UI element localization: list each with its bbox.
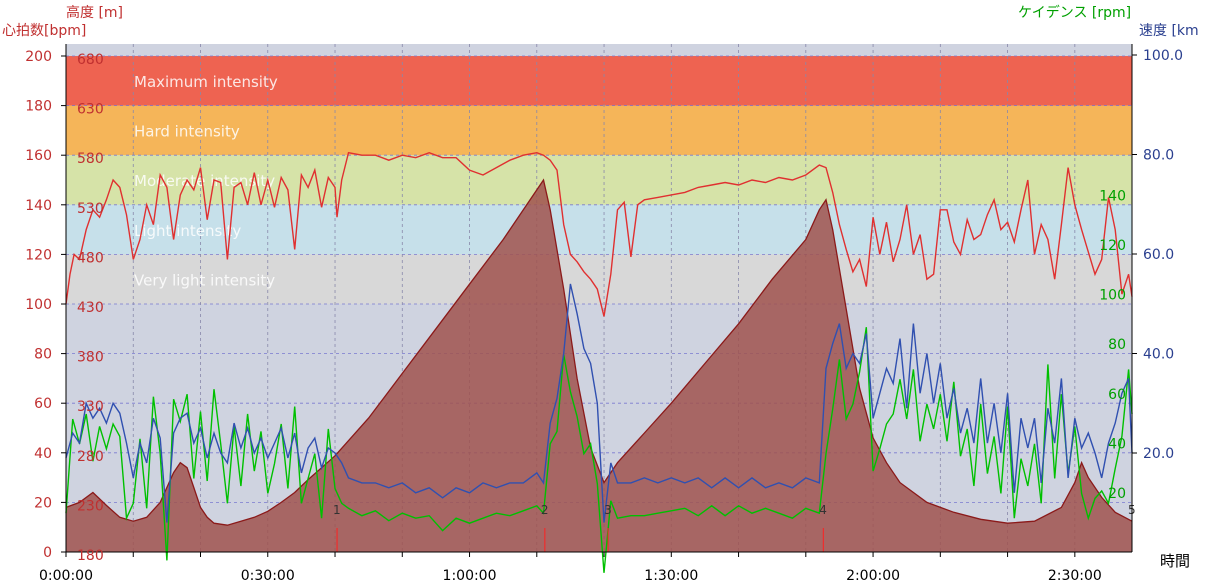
speed-tick-label: 40.0 bbox=[1143, 347, 1174, 363]
heart-rate-axis-title: 心拍数[bpm] bbox=[2, 23, 87, 39]
zone-band bbox=[66, 155, 1132, 205]
heart-rate-tick-label: 140 bbox=[25, 198, 52, 214]
zone-band bbox=[66, 56, 1132, 106]
altitude-area bbox=[66, 180, 1132, 552]
altitude-tick-label: 280 bbox=[77, 449, 104, 465]
cadence-line bbox=[65, 327, 1133, 573]
x-tick-label: 2:30:00 bbox=[1048, 568, 1102, 584]
altitude-line bbox=[65, 178, 1133, 526]
heart-rate-tick-label: 120 bbox=[25, 247, 52, 263]
speed-tick-label: 100.0 bbox=[1143, 48, 1183, 64]
lap-label: 4 bbox=[819, 503, 827, 517]
altitude-tick-label: 180 bbox=[77, 548, 104, 564]
zone-label: Hard intensity bbox=[134, 123, 240, 141]
altitude-tick-label: 480 bbox=[77, 250, 104, 266]
altitude-tick-label: 330 bbox=[77, 399, 104, 415]
zone-band bbox=[66, 105, 1132, 156]
cadence-tick-label: 140 bbox=[1099, 188, 1126, 204]
x-tick-label: 1:00:00 bbox=[443, 568, 497, 584]
cadence-tick-label: 100 bbox=[1099, 288, 1126, 304]
heart-rate-tick-label: 80 bbox=[34, 347, 52, 363]
lap-label: 1 bbox=[333, 503, 341, 517]
cadence-tick-label: 80 bbox=[1108, 337, 1126, 353]
altitude-tick-label: 380 bbox=[77, 350, 104, 366]
cadence-axis-title: ケイデンス [rpm] bbox=[1018, 5, 1132, 21]
cadence-tick-label: 40 bbox=[1108, 436, 1126, 452]
x-tick-label: 0:30:00 bbox=[241, 568, 295, 584]
altitude-tick-label: 530 bbox=[77, 201, 104, 217]
heart-rate-tick-label: 160 bbox=[25, 148, 52, 164]
speed-line bbox=[65, 283, 1133, 523]
zone-label: Moderate intensity bbox=[134, 172, 275, 190]
zone-label: Very light intensity bbox=[134, 271, 275, 289]
cadence-tick-label: 120 bbox=[1099, 238, 1126, 254]
heart-rate-tick-label: 60 bbox=[34, 396, 52, 412]
cadence-tick-label: 60 bbox=[1108, 387, 1126, 403]
altitude-tick-label: 680 bbox=[77, 52, 104, 68]
speed-tick-label: 60.0 bbox=[1143, 247, 1174, 263]
heart-rate-tick-label: 40 bbox=[34, 446, 52, 462]
heart-rate-tick-label: 180 bbox=[25, 99, 52, 115]
zone-band bbox=[66, 204, 1132, 255]
lap-label: 2 bbox=[541, 503, 549, 517]
zone-label: Light intensity bbox=[134, 222, 241, 240]
x-tick-label: 0:00:00 bbox=[39, 568, 93, 584]
altitude-tick-label: 580 bbox=[77, 151, 104, 167]
zone-label: Maximum intensity bbox=[134, 73, 278, 91]
speed-tick-label: 20.0 bbox=[1143, 446, 1174, 462]
heart-rate-tick-label: 20 bbox=[34, 495, 52, 511]
speed-tick-label: 80.0 bbox=[1143, 148, 1174, 164]
altitude-tick-label: 630 bbox=[77, 102, 104, 118]
heart-rate-tick-label: 200 bbox=[25, 49, 52, 65]
lap-label: 3 bbox=[604, 503, 612, 517]
time-axis-title: 時間 bbox=[1160, 552, 1191, 570]
cadence-tick-label: 20 bbox=[1108, 486, 1126, 502]
altitude-tick-label: 430 bbox=[77, 300, 104, 316]
heart-rate-line bbox=[65, 151, 1133, 317]
speed-axis-title: 速度 [km bbox=[1139, 23, 1199, 39]
x-tick-label: 1:30:00 bbox=[644, 568, 698, 584]
heart-rate-tick-label: 0 bbox=[43, 545, 52, 561]
altitude-tick-label: 230 bbox=[77, 498, 104, 514]
altitude-axis-title: 高度 [m] bbox=[66, 5, 124, 21]
x-tick-label: 2:00:00 bbox=[846, 568, 900, 584]
heart-rate-tick-label: 100 bbox=[25, 297, 52, 313]
